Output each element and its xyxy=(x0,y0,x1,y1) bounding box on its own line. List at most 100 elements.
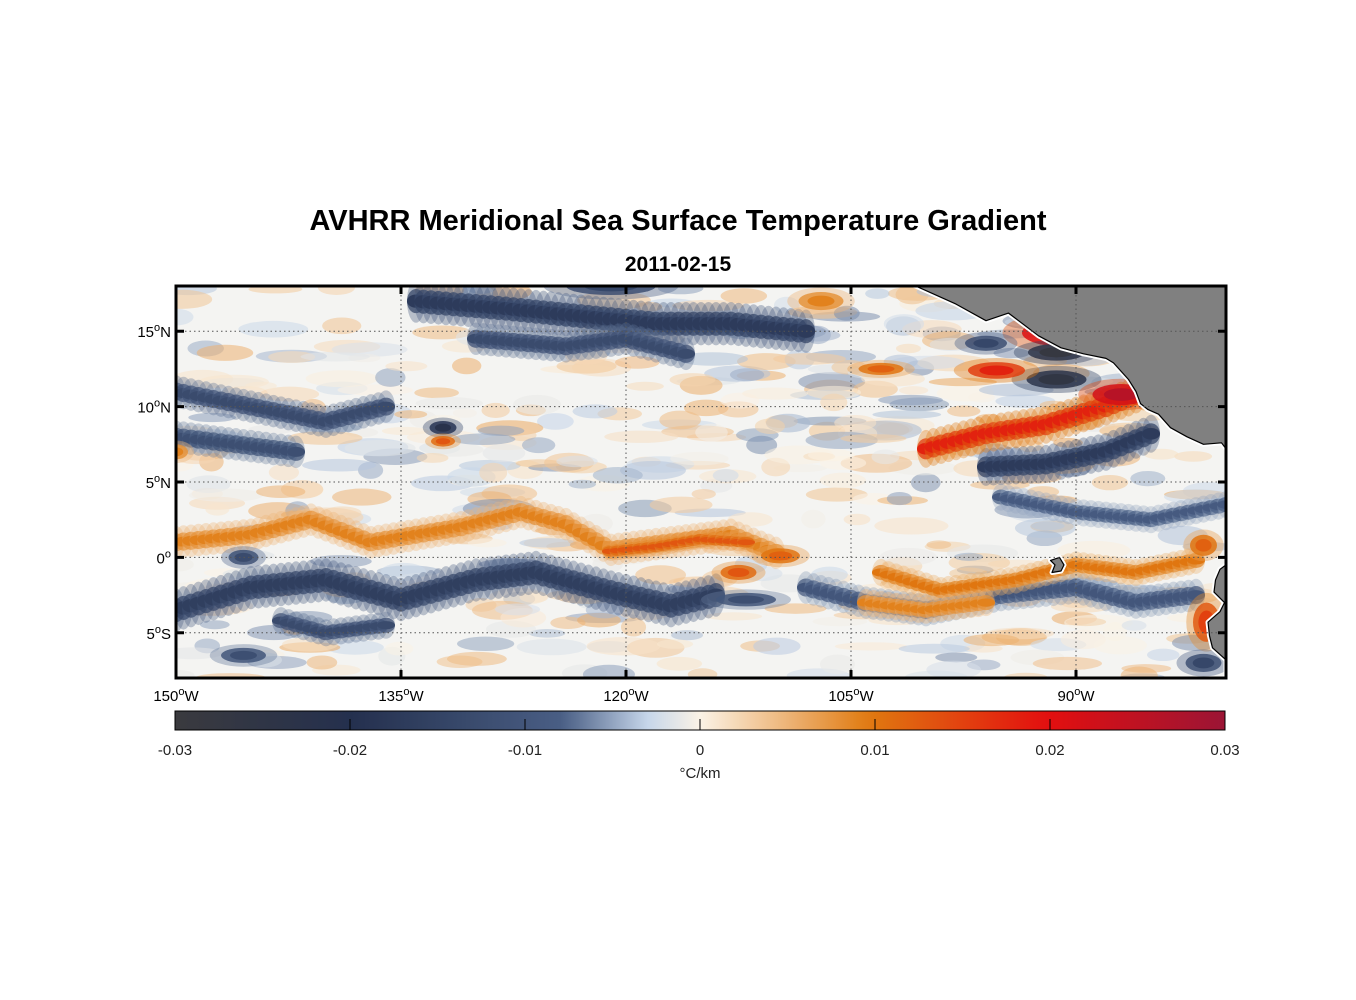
field-speckle xyxy=(494,603,541,616)
field-speckle xyxy=(820,393,848,412)
field-speckle xyxy=(926,660,981,678)
field-speckle xyxy=(380,562,427,582)
field-speckle xyxy=(687,668,718,678)
field-speckle xyxy=(375,368,406,387)
field-speckle xyxy=(878,394,943,406)
field-segment xyxy=(1187,556,1205,565)
field-speckle xyxy=(683,399,729,417)
field-speckle xyxy=(1121,620,1147,631)
field-blob xyxy=(954,331,1018,355)
field-blob xyxy=(1013,339,1100,365)
field-speckle xyxy=(537,413,574,430)
field-speckle xyxy=(695,423,728,442)
field-blob xyxy=(751,544,810,568)
field-speckle xyxy=(310,555,372,568)
field-speckle xyxy=(964,644,1003,653)
field-speckle xyxy=(477,425,525,437)
axis-ticks: 150oW 135oW 120oW 105oW 90oW 15oN 10oN 5oN 0o 5oS xyxy=(137,286,1226,705)
field-speckle xyxy=(807,449,856,462)
field-speckle xyxy=(592,467,643,484)
colorbar-tick-label: -0.01 xyxy=(508,742,542,759)
field-segment xyxy=(1217,500,1226,509)
colorbar-tick-label: 0.03 xyxy=(1210,742,1239,759)
field-speckle xyxy=(196,344,254,361)
field-speckle xyxy=(874,517,949,535)
field-speckle xyxy=(451,357,482,375)
field-speckle xyxy=(176,670,195,678)
field-blob xyxy=(847,359,915,378)
field-speckle xyxy=(306,655,338,670)
field-core xyxy=(1195,538,1212,552)
field-speckle xyxy=(322,317,362,335)
field-speckle xyxy=(337,384,413,396)
field-speckle xyxy=(287,431,363,445)
colorbar-tick-label: -0.02 xyxy=(333,742,367,759)
gradient-field xyxy=(176,286,1226,678)
field-speckle xyxy=(513,394,562,415)
field-speckle xyxy=(812,616,868,627)
field-blob xyxy=(543,286,679,300)
field-core xyxy=(867,365,895,373)
field-speckle xyxy=(834,414,877,431)
field-speckle xyxy=(577,291,651,310)
field-speckle xyxy=(332,488,392,506)
lon-tick-label: 120oW xyxy=(603,686,649,705)
field-speckle xyxy=(935,652,978,663)
field-speckle xyxy=(670,451,729,466)
field-speckle xyxy=(806,385,862,400)
field-speckle xyxy=(620,617,647,637)
field-speckle xyxy=(626,381,664,391)
field-blob xyxy=(1183,529,1224,562)
lat-tick-label: 10oN xyxy=(137,398,171,417)
field-speckle xyxy=(381,426,429,436)
colorbar-tick-label: 0.02 xyxy=(1035,742,1064,759)
field-segment xyxy=(977,598,995,607)
field-speckle xyxy=(604,430,679,443)
lat-tick-label: 0o xyxy=(157,548,171,567)
field-band xyxy=(857,589,995,624)
field-speckle xyxy=(268,464,300,481)
field-speckle xyxy=(656,639,694,649)
field-speckle xyxy=(302,458,377,472)
field-speckle xyxy=(975,413,1002,424)
field-blob xyxy=(1176,649,1226,677)
field-core xyxy=(807,295,835,307)
field-blob xyxy=(176,440,194,464)
field-speckle xyxy=(1027,486,1060,498)
field-speckle xyxy=(963,633,1020,647)
field-speckle xyxy=(871,449,900,465)
field-speckle xyxy=(1053,437,1083,448)
field-speckle xyxy=(910,473,941,493)
field-speckle xyxy=(516,638,587,656)
colorbar-tick-label: 0.01 xyxy=(860,742,889,759)
field-core xyxy=(728,595,764,604)
field-speckle xyxy=(978,383,1054,397)
field-speckle xyxy=(833,305,860,321)
field-speckle xyxy=(729,368,765,382)
field-segment xyxy=(377,401,395,412)
field-core xyxy=(230,650,257,660)
field-speckle xyxy=(879,547,937,566)
lat-tick-label: 15oN xyxy=(137,322,171,341)
field-speckle xyxy=(712,468,739,482)
chart-subtitle: 2011-02-15 xyxy=(624,253,732,276)
field-band xyxy=(407,286,815,353)
field-speckle xyxy=(1057,540,1131,560)
field-speckle xyxy=(326,640,384,655)
field-blob xyxy=(787,287,855,315)
field-speckle xyxy=(467,538,507,548)
field-speckle xyxy=(886,492,913,506)
field-speckle xyxy=(256,485,306,499)
field-band xyxy=(176,420,305,469)
field-speckle xyxy=(954,552,984,561)
field-speckle xyxy=(672,299,745,312)
field-segment xyxy=(287,446,305,457)
field-speckle xyxy=(671,630,704,641)
field-speckle xyxy=(898,643,970,654)
field-speckle xyxy=(742,387,809,400)
field-speckle xyxy=(479,462,508,483)
field-speckle xyxy=(720,288,768,304)
field-speckle xyxy=(515,459,563,468)
field-speckle xyxy=(861,371,925,387)
field-speckle xyxy=(1031,521,1065,531)
